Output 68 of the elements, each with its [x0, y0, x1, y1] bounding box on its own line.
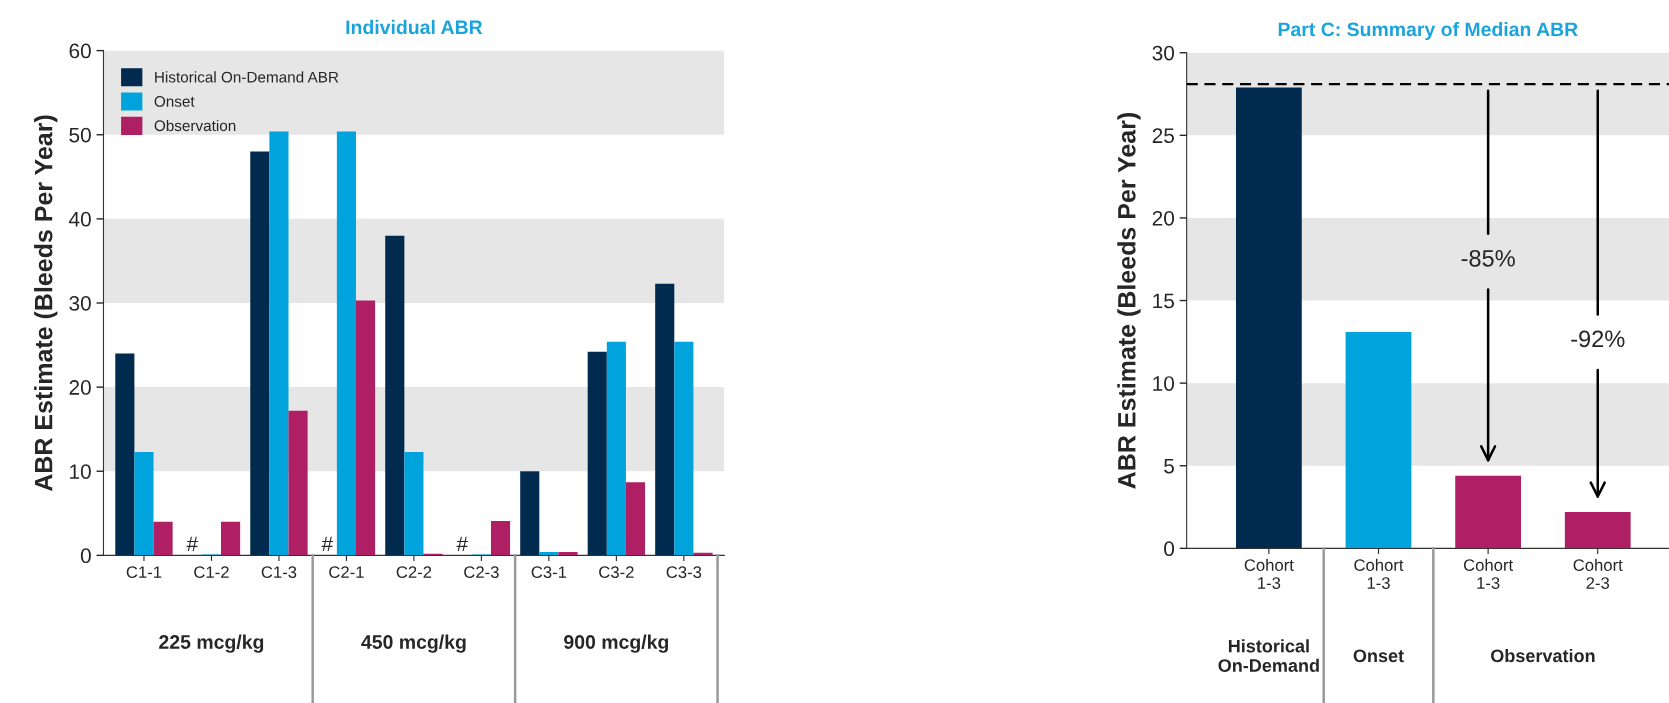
annotation: # — [186, 536, 199, 552]
bar — [134, 451, 154, 556]
x-tick-label: C3-2 — [599, 566, 634, 579]
text: 225 mcg/kg — [159, 634, 264, 653]
y-tick-label: 40 — [68, 211, 91, 227]
y-tick-label: 30 — [69, 295, 91, 311]
legend-label: Historical On-Demand ABR — [155, 71, 339, 83]
text: 900 mcg/kg — [564, 634, 669, 653]
y-tick-label: 15 — [1153, 293, 1174, 309]
bar — [385, 235, 405, 556]
y-tick-label: 20 — [69, 380, 91, 395]
bar — [153, 521, 173, 556]
x-tick-label: Cohort 1-3 — [1354, 558, 1404, 589]
text: 450 mcg/kg — [361, 634, 466, 653]
y-tick-label: 60 — [69, 43, 91, 59]
legend-label: Onset — [154, 96, 195, 107]
bar — [115, 353, 135, 556]
bar — [587, 351, 607, 556]
y-tick-label: 10 — [1153, 376, 1175, 391]
bar — [336, 131, 356, 556]
legend-label: Observation — [154, 119, 236, 132]
x-tick-label: Cohort 1-3 — [1463, 558, 1514, 589]
annotation: -85% — [1461, 249, 1515, 267]
bar — [520, 471, 540, 556]
x-tick-label: C3-3 — [666, 566, 702, 579]
bar — [674, 341, 694, 556]
chart-title: Part C: Summary of Median ABR — [1278, 21, 1578, 41]
bar — [288, 410, 308, 556]
text: Onset — [1353, 649, 1404, 663]
y-tick-label: 10 — [70, 464, 91, 479]
x-tick-label: C2-3 — [464, 566, 499, 579]
y-tick-label: 30 — [1152, 45, 1175, 61]
y-tick-label: 5 — [1164, 458, 1174, 474]
bar — [404, 451, 424, 556]
annotation: # — [456, 536, 468, 552]
bar — [655, 283, 675, 556]
y-tick-label: 25 — [1152, 128, 1174, 144]
y-tick-label: 0 — [1164, 541, 1175, 557]
bar — [1345, 331, 1412, 549]
bar — [625, 482, 646, 556]
bar — [250, 151, 270, 556]
y-tick-label: 0 — [80, 548, 91, 564]
x-tick-label: Cohort 2-3 — [1573, 558, 1623, 589]
x-tick-label: C2-2 — [396, 566, 432, 579]
annotation: -92% — [1571, 330, 1625, 348]
x-tick-label: Cohort 1-3 — [1244, 558, 1294, 589]
bar — [269, 131, 289, 556]
bar — [1235, 87, 1302, 549]
y-tick-label: 50 — [69, 127, 91, 143]
y-axis-title: ABR Estimate (Bleeds Per Year) — [1117, 113, 1141, 489]
text: Historical On-Demand — [1218, 639, 1319, 672]
x-tick-label: C2-1 — [329, 566, 364, 579]
x-tick-label: C1-2 — [194, 566, 229, 579]
bar — [606, 341, 626, 556]
x-tick-label: C3-1 — [531, 566, 567, 579]
chart-title: Individual ABR — [346, 19, 483, 35]
text: Observation — [1491, 648, 1595, 663]
annotation: # — [321, 536, 333, 552]
y-tick-label: 20 — [1152, 210, 1175, 226]
bar — [221, 521, 241, 556]
x-tick-label: C1-3 — [261, 566, 297, 579]
bar — [1455, 475, 1522, 549]
bar — [490, 520, 511, 556]
bar — [355, 300, 376, 556]
bar — [558, 552, 578, 556]
bar — [1564, 511, 1631, 549]
y-axis-title: ABR Estimate (Bleeds Per Year) — [34, 115, 58, 492]
x-tick-label: C1-1 — [126, 566, 162, 579]
